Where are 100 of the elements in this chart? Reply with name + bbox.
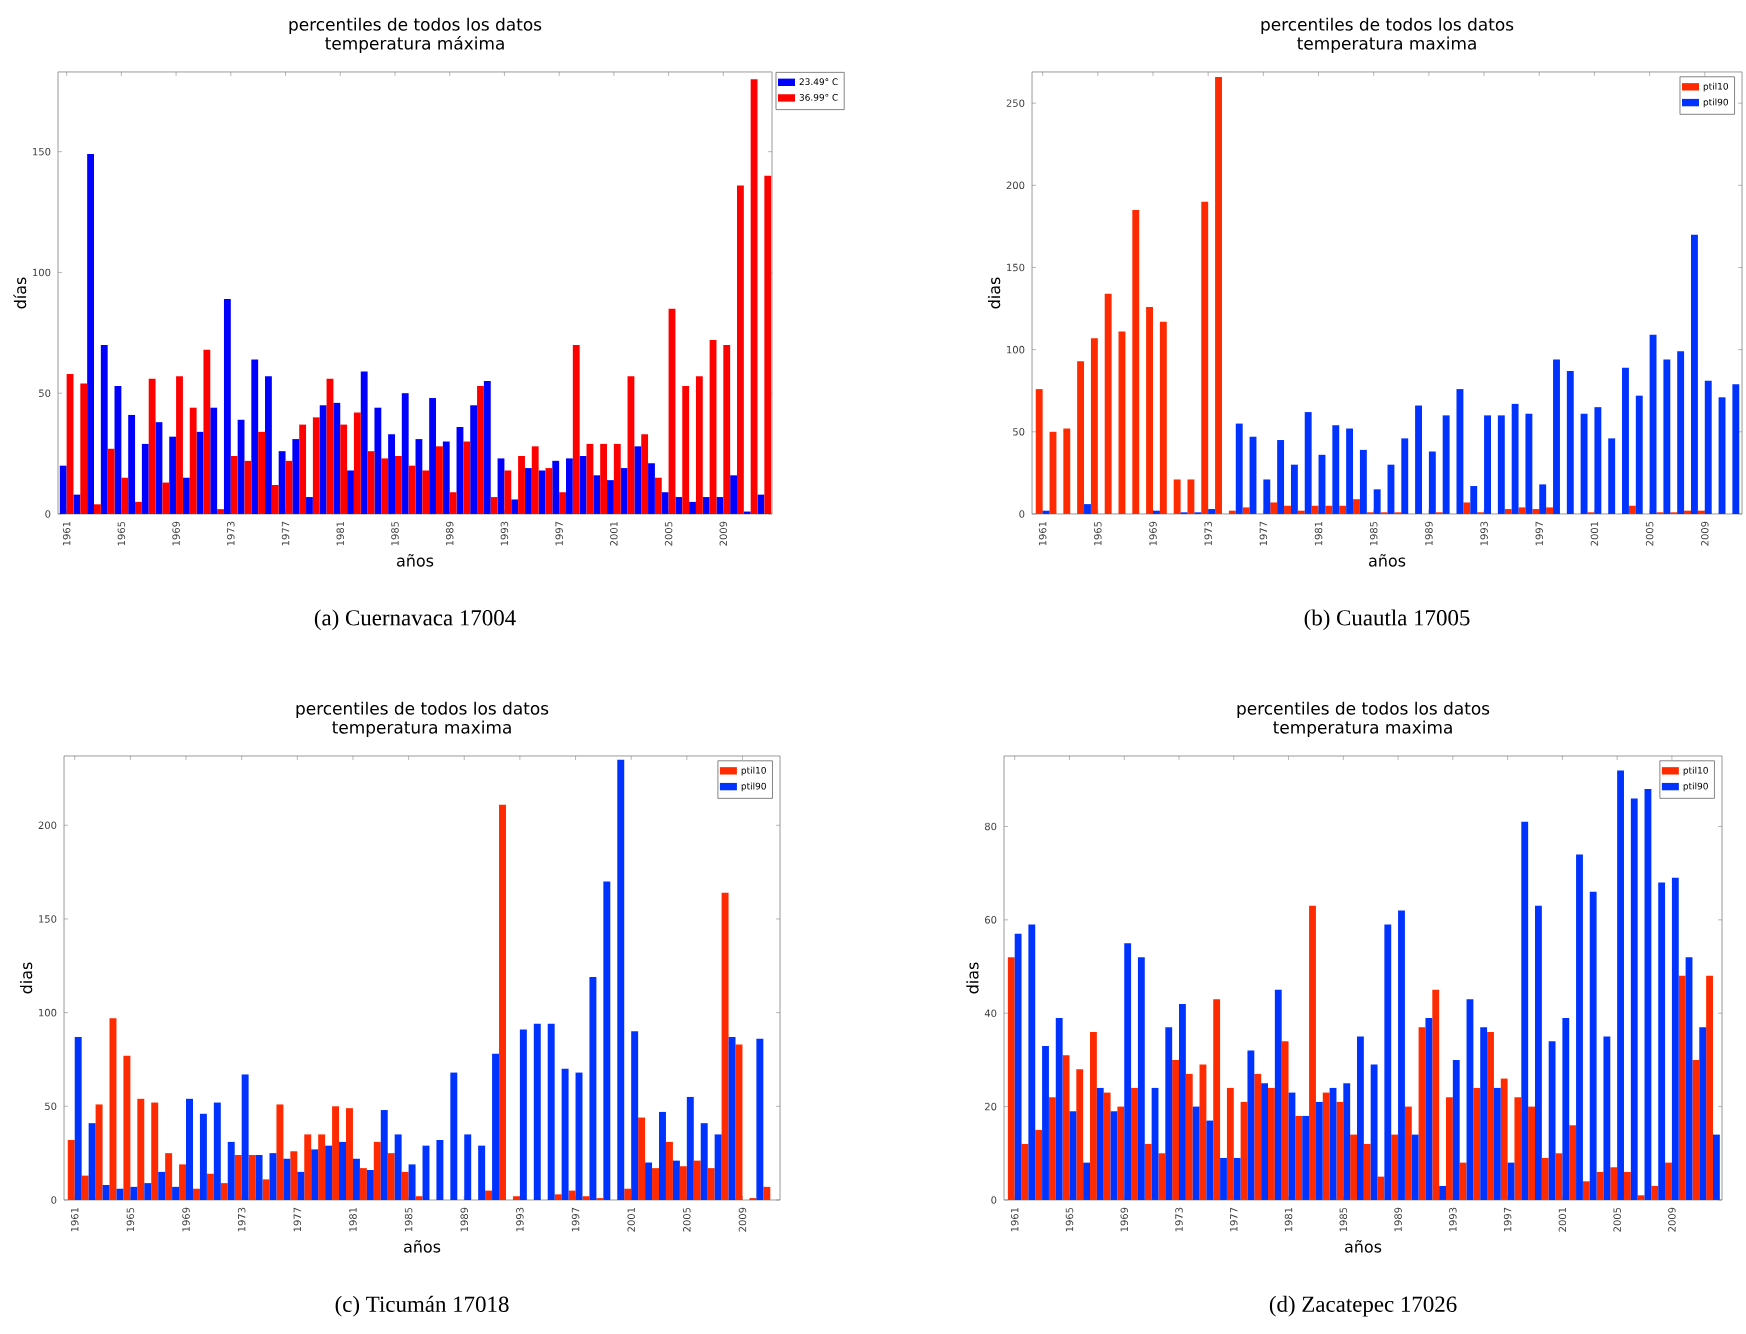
bar [141, 443, 149, 514]
bar [81, 1175, 89, 1200]
bar [360, 371, 368, 514]
bar [241, 1074, 249, 1200]
bar [388, 434, 395, 514]
chart-title: percentiles de todos los datos [1237, 701, 1490, 719]
bar [1398, 910, 1405, 1200]
bar [1493, 1087, 1501, 1200]
bar [333, 402, 341, 514]
bar [1295, 1115, 1303, 1200]
bar [1692, 1059, 1700, 1200]
bar [1158, 1153, 1166, 1200]
bar [394, 1134, 402, 1200]
bar [387, 1153, 395, 1200]
bar [1691, 234, 1698, 514]
bar [172, 1186, 180, 1200]
bar [1539, 484, 1547, 514]
bar [1665, 1162, 1672, 1200]
bar [1304, 412, 1312, 514]
bar [1459, 1162, 1467, 1200]
bar [1277, 440, 1285, 514]
bar [707, 1168, 715, 1200]
bar [176, 376, 183, 514]
bar [306, 497, 313, 514]
bar [1651, 1185, 1659, 1200]
bar [1521, 821, 1529, 1200]
bar [547, 1023, 555, 1200]
bar [1373, 489, 1381, 514]
bar [347, 470, 354, 514]
bar [631, 1031, 639, 1200]
bar [1525, 413, 1533, 514]
bar [561, 1068, 569, 1200]
bar [756, 1038, 764, 1200]
bar [135, 501, 142, 514]
bar [318, 1134, 326, 1200]
bar [290, 1151, 298, 1200]
bar [519, 1029, 527, 1200]
bar [251, 359, 259, 514]
bar [1247, 1050, 1255, 1200]
bar [565, 458, 573, 514]
bar [603, 881, 611, 1200]
bar [600, 443, 608, 514]
bar [1497, 415, 1505, 514]
bar [1263, 479, 1271, 514]
bar [1103, 1092, 1111, 1200]
bar [1428, 451, 1436, 514]
bar [1254, 1073, 1262, 1200]
bar [737, 185, 744, 514]
bar [192, 1188, 200, 1200]
bar [1325, 505, 1333, 514]
bar [230, 456, 238, 514]
bar [265, 376, 272, 514]
bar [1215, 76, 1222, 514]
bar [450, 1072, 458, 1200]
bar [524, 468, 532, 514]
text: (b) Cuautla 17005 [1304, 609, 1470, 631]
bar [702, 497, 710, 514]
bar [169, 436, 177, 514]
bar [144, 1183, 152, 1200]
bar [652, 1168, 659, 1200]
bar [1663, 359, 1671, 514]
bar [1511, 403, 1519, 514]
bar [206, 1173, 214, 1200]
bar [1404, 1106, 1412, 1200]
bar [67, 1140, 75, 1200]
bar [1055, 1017, 1063, 1200]
bar [638, 1117, 646, 1200]
bar [352, 1158, 360, 1200]
bar [648, 463, 655, 514]
bar [94, 504, 101, 514]
chart-title: percentiles de todos los datos [1261, 17, 1514, 35]
bar [763, 1186, 771, 1200]
bar [1384, 924, 1392, 1200]
bar [373, 1141, 381, 1200]
chart-subtitle: temperatura maxima [1273, 720, 1452, 737]
bar [1090, 338, 1098, 514]
bar [1546, 507, 1554, 514]
bar [620, 468, 628, 514]
bar [1411, 1134, 1419, 1200]
bar [1309, 905, 1316, 1200]
bar [148, 378, 156, 514]
bar [1213, 999, 1221, 1200]
bar [244, 460, 252, 514]
bar [659, 1111, 666, 1200]
bar [1104, 293, 1112, 514]
bar [1353, 499, 1360, 514]
bar [436, 446, 443, 514]
bar [533, 1023, 541, 1200]
bar [1677, 351, 1685, 514]
bar [641, 434, 649, 514]
bar [1201, 201, 1209, 514]
bar [442, 441, 450, 514]
bar [1346, 428, 1354, 514]
bar [1096, 1087, 1104, 1200]
bar [116, 1188, 124, 1200]
bar [716, 497, 724, 514]
bar [1165, 1027, 1173, 1200]
bar [1035, 389, 1043, 514]
bar [714, 1134, 722, 1200]
bar [408, 1164, 416, 1200]
